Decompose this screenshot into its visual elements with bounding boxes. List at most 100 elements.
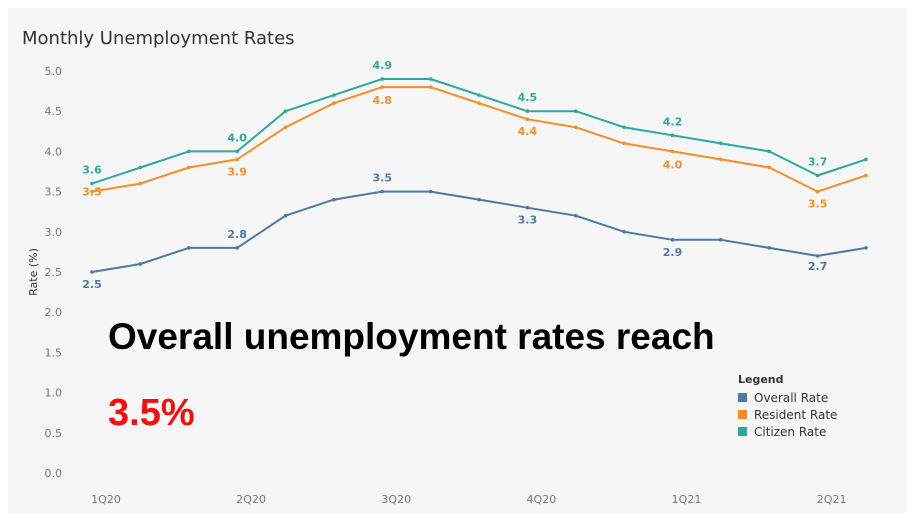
data-label: 2.7 [808,260,828,273]
data-point [332,197,336,202]
legend-item-citizen[interactable]: Citizen Rate [738,423,837,440]
y-tick-label: 2.5 [45,266,63,279]
data-point [138,165,143,170]
legend-title: Legend [738,373,784,386]
legend-label-citizen: Citizen Rate [754,424,827,439]
legend-item-resident[interactable]: Resident Rate [738,406,837,423]
data-point [525,205,530,210]
data-label: 4.0 [663,158,683,171]
data-point [186,149,191,154]
data-point [428,189,433,194]
y-tick-label: 0.0 [45,467,63,480]
x-tick-label: 2Q20 [236,493,266,506]
data-point [477,101,481,105]
headline-text: Overall unemployment rates reach [108,316,715,357]
y-tick-label: 2.0 [45,306,63,319]
chart-panel [8,8,907,513]
y-tick-label: 3.5 [45,186,63,199]
data-label: 4.0 [227,131,247,144]
x-tick-label: 4Q20 [527,493,557,506]
y-tick-label: 4.0 [45,145,63,158]
data-point [186,246,191,250]
data-point [380,85,385,89]
data-point [815,189,820,194]
data-label: 3.9 [227,165,247,178]
data-point [525,109,530,113]
data-point [283,109,288,113]
data-label: 3.7 [808,156,828,169]
chart-title: Monthly Unemployment Rates [22,28,295,49]
y-tick-label: 1.0 [45,387,63,400]
data-label: 4.9 [373,59,393,72]
data-point [719,238,723,242]
data-point [864,157,868,162]
data-label: 4.2 [663,115,683,128]
data-point [90,189,94,194]
legend: Legend Overall Rate Resident Rate Citize… [738,373,837,440]
data-point [670,149,675,154]
data-point [332,101,336,105]
data-point [283,213,288,218]
data-point [767,149,772,154]
legend-label-overall: Overall Rate [754,390,829,405]
data-label: 3.3 [518,214,538,227]
data-point [235,246,239,250]
data-point [573,109,578,113]
data-point [864,246,868,250]
data-point [428,77,433,81]
resident-swatch [738,410,747,419]
series-line-overall-rate [91,190,867,273]
data-label: 3.5 [82,186,102,199]
data-label: 4.8 [373,94,393,107]
data-label: 4.4 [518,125,538,138]
y-tick-label: 4.5 [45,105,63,118]
data-label: 3.5 [373,172,393,185]
data-point [428,85,433,89]
data-point [622,230,626,234]
data-point [622,141,626,146]
data-label: 3.5 [808,198,828,211]
data-point [332,93,336,97]
y-tick-label: 5.0 [45,65,63,78]
data-point [138,181,143,186]
data-point [235,149,239,154]
overall-swatch [738,393,747,402]
data-label: 4.5 [518,91,538,104]
data-point [670,238,675,242]
data-point [283,125,288,130]
x-tick-label: 1Q20 [91,493,121,506]
legend-label-resident: Resident Rate [754,407,838,422]
data-label: 2.8 [227,228,247,241]
data-point [815,173,820,178]
data-point [235,157,239,162]
data-point [573,213,578,218]
citizen-swatch [738,427,747,436]
data-point [622,125,626,130]
data-point [477,93,481,97]
data-point [380,77,385,81]
y-tick-label: 1.5 [45,346,63,359]
y-tick-label: 3.0 [45,226,63,239]
data-point [864,173,868,178]
headline-value: 3.5% [108,392,195,434]
data-label: 2.5 [82,278,102,291]
x-tick-label: 1Q21 [672,493,702,506]
data-label: 3.6 [82,164,102,177]
data-point [186,165,191,170]
data-point [525,117,530,122]
data-point [719,141,723,146]
data-point [90,181,94,186]
data-point [719,157,723,162]
y-axis-label: Rate (%) [27,248,40,296]
data-point [477,197,481,202]
x-tick-label: 2Q21 [817,493,847,506]
legend-item-overall[interactable]: Overall Rate [738,389,837,406]
y-tick-label: 0.5 [45,427,63,440]
data-point [815,254,820,258]
x-tick-label: 3Q20 [381,493,411,506]
data-point [767,165,772,170]
data-point [670,133,675,138]
data-label: 2.9 [663,246,683,259]
data-point [90,270,94,274]
